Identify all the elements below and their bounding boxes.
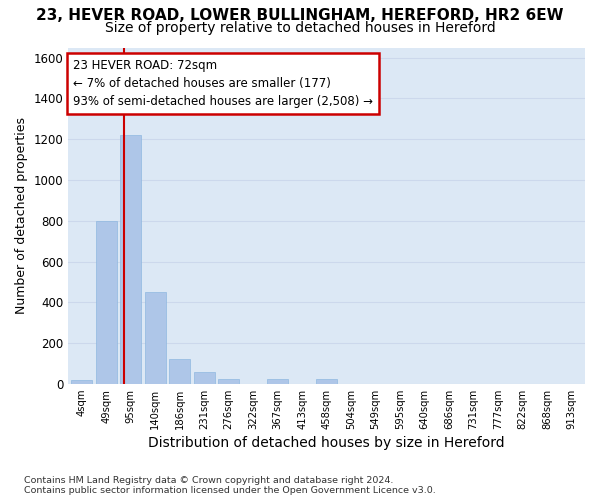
Bar [316,378,337,384]
Text: 23 HEVER ROAD: 72sqm
← 7% of detached houses are smaller (177)
93% of semi-detac: 23 HEVER ROAD: 72sqm ← 7% of detached ho… [73,60,373,108]
Y-axis label: Number of detached properties: Number of detached properties [15,117,28,314]
Text: 23, HEVER ROAD, LOWER BULLINGHAM, HEREFORD, HR2 6EW: 23, HEVER ROAD, LOWER BULLINGHAM, HEREFO… [36,8,564,22]
Bar [71,380,92,384]
Bar [218,378,239,384]
Bar [169,360,190,384]
X-axis label: Distribution of detached houses by size in Hereford: Distribution of detached houses by size … [148,436,505,450]
Bar [194,372,215,384]
Bar [267,378,288,384]
Bar [120,135,141,384]
Bar [96,221,116,384]
Text: Contains HM Land Registry data © Crown copyright and database right 2024.
Contai: Contains HM Land Registry data © Crown c… [24,476,436,495]
Text: Size of property relative to detached houses in Hereford: Size of property relative to detached ho… [104,21,496,35]
Bar [145,292,166,384]
